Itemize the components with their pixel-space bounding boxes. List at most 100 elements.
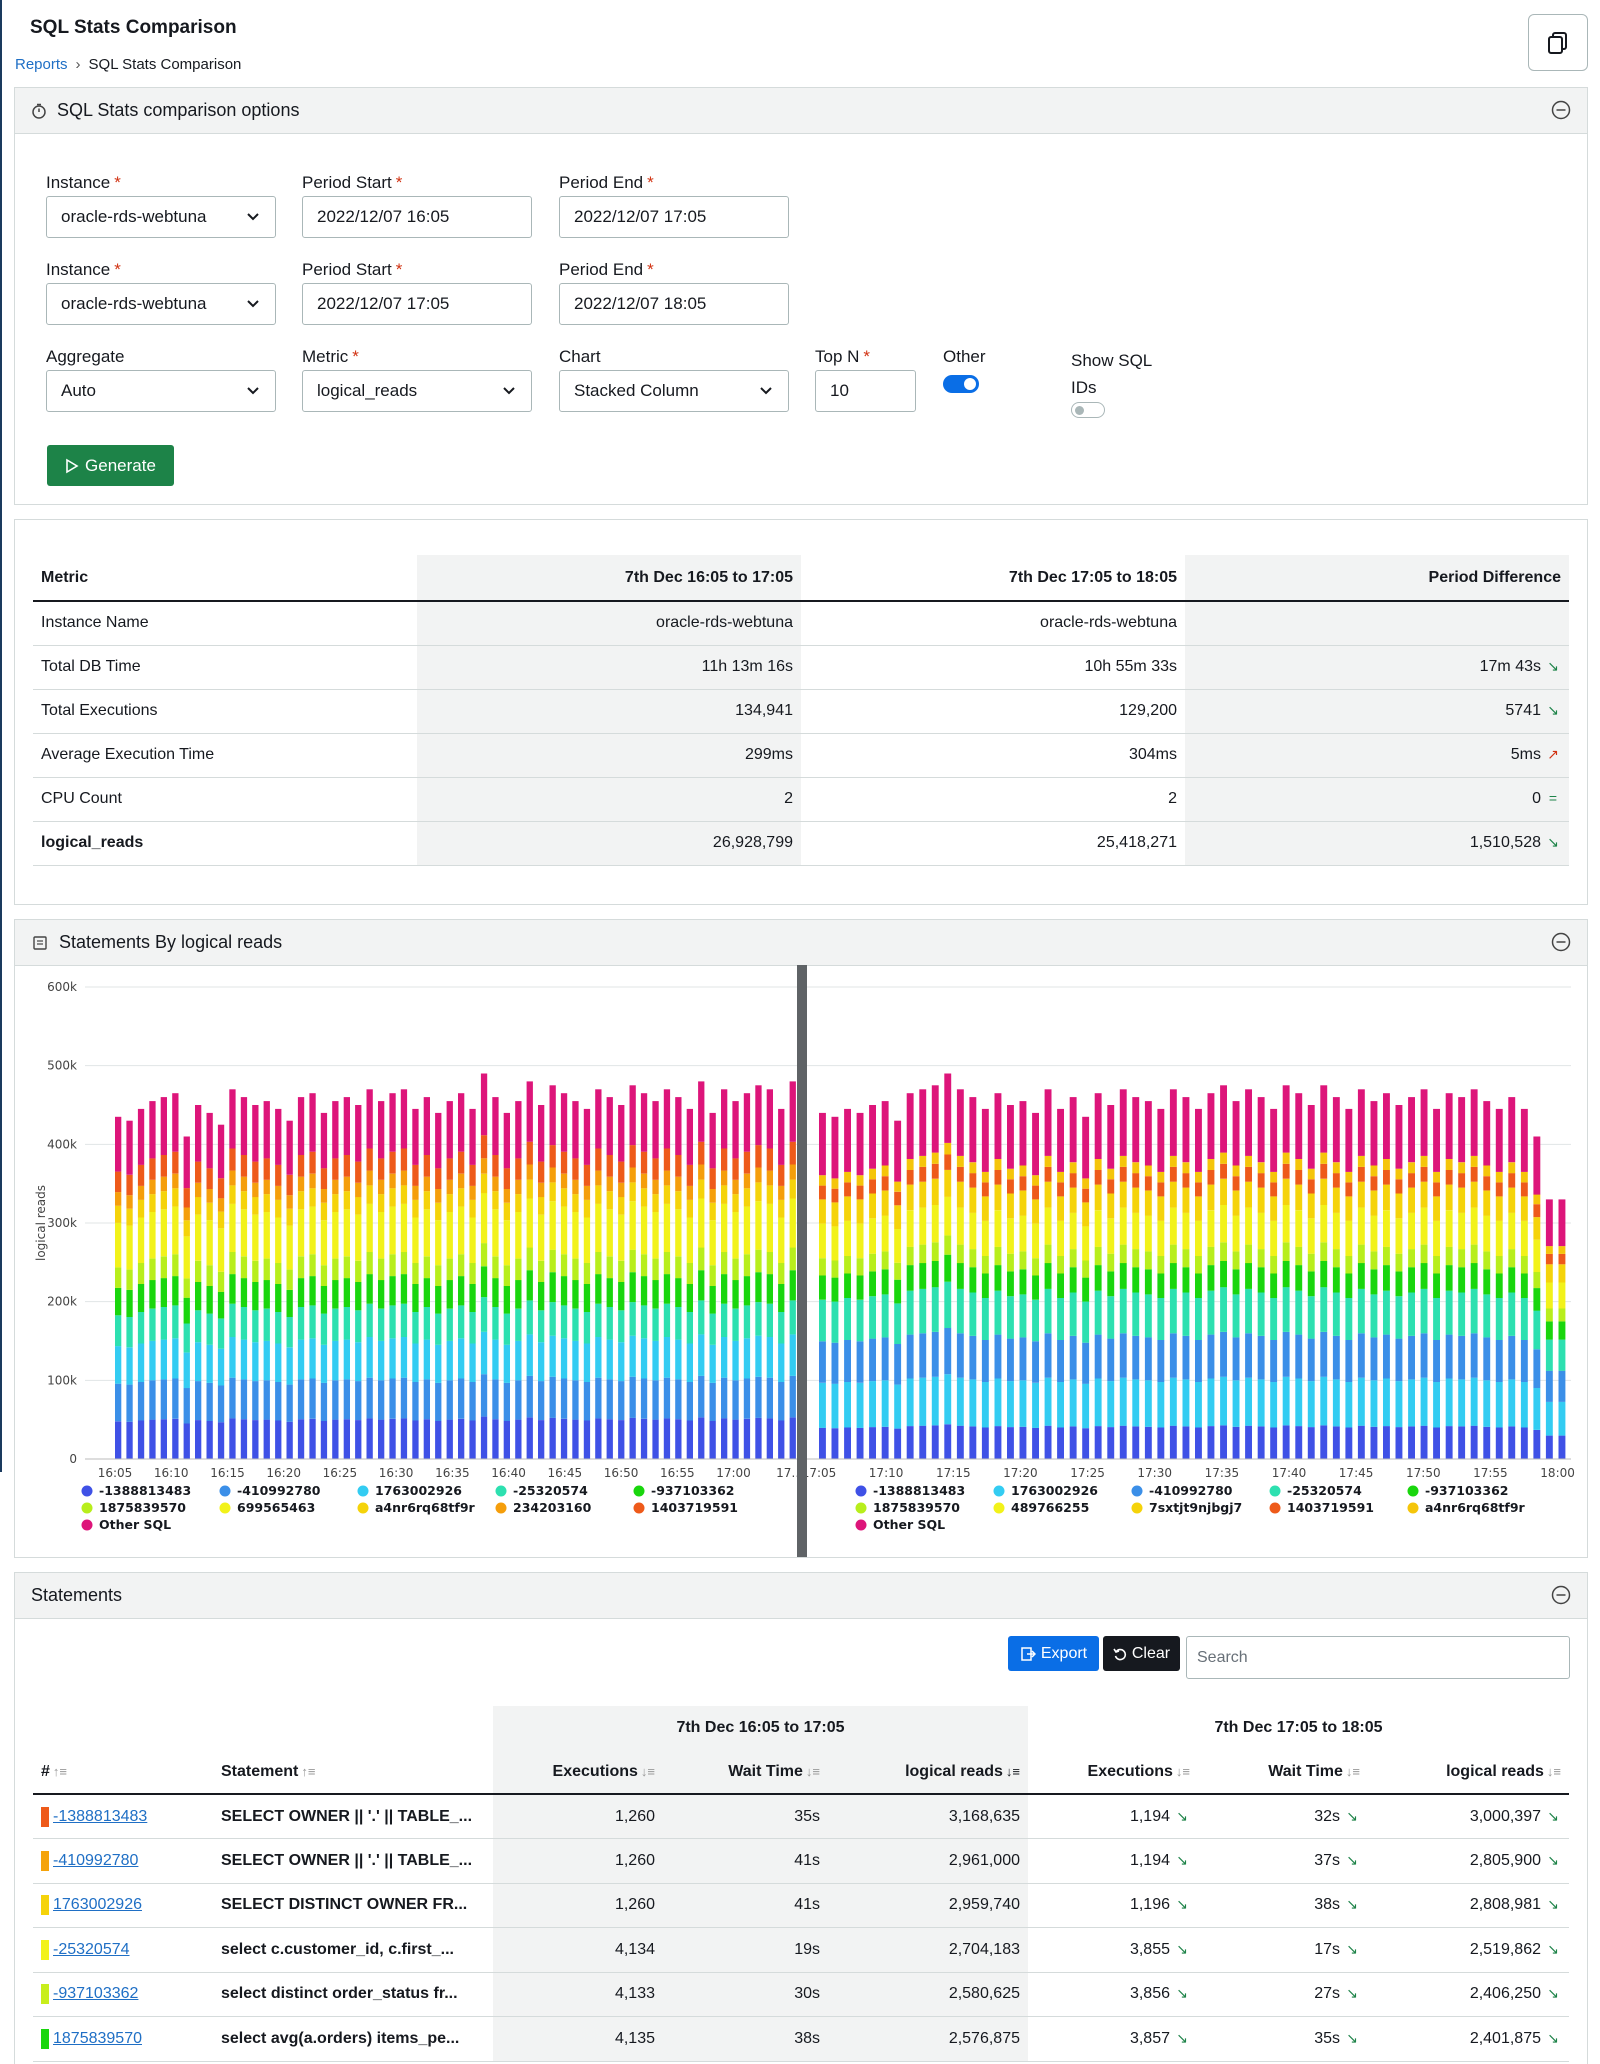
bar-segment	[1094, 1426, 1102, 1459]
bar-segment	[931, 1287, 939, 1332]
bar-segment	[378, 1340, 385, 1381]
col-waittime-1-header[interactable]: Wait Time ↓≡	[663, 1750, 828, 1794]
sort-icon: ↓≡	[1345, 1763, 1360, 1779]
bar-segment	[1019, 1101, 1027, 1166]
bar-segment	[994, 1290, 1002, 1335]
bar-segment	[1420, 1425, 1428, 1459]
bar-segment	[1082, 1260, 1090, 1278]
bar-segment	[755, 1249, 762, 1273]
metric-select[interactable]: logical_reads	[302, 370, 532, 412]
bar-segment	[1533, 1217, 1541, 1240]
bar-segment	[1357, 1181, 1365, 1208]
col-statement-header[interactable]: Statement ↑≡	[221, 1762, 316, 1780]
top-n-input[interactable]: 10	[815, 370, 916, 412]
bar-segment	[1558, 1282, 1566, 1309]
bar-segment	[435, 1382, 442, 1421]
period-end-2-input[interactable]: 2022/12/07 18:05	[559, 283, 789, 325]
bar-segment	[526, 1247, 533, 1271]
bar-segment	[1307, 1271, 1315, 1297]
bar-segment	[275, 1284, 282, 1312]
statement-row[interactable]: -1388813483 SELECT OWNER || '.' || TABLE_…	[33, 1794, 1569, 1839]
chart-panel-header[interactable]: Statements By logical reads	[15, 920, 1587, 966]
bar-segment	[1082, 1188, 1090, 1203]
sql-id-link[interactable]: 1875839570	[53, 2029, 142, 2047]
breadcrumb-reports-link[interactable]: Reports	[15, 56, 68, 73]
bar-segment	[1307, 1381, 1315, 1428]
bar-segment	[1119, 1333, 1127, 1378]
generate-button[interactable]: Generate	[47, 445, 174, 486]
bar-segment	[137, 1420, 145, 1459]
trend-down-icon: ↘	[1547, 1985, 1559, 2002]
col-logicalreads-1-header[interactable]: logical reads ↓≡	[828, 1750, 1028, 1794]
bar-segment	[663, 1170, 671, 1186]
bar-segment	[1044, 1166, 1052, 1182]
trend-down-icon: ↘	[1547, 2029, 1559, 2046]
statements-panel-header[interactable]: Statements	[15, 1573, 1587, 1619]
bar-segment	[819, 1275, 826, 1300]
bar-segment	[1232, 1380, 1240, 1427]
sql-id-link[interactable]: -937103362	[53, 1985, 139, 2003]
instance-2-select[interactable]: oracle-rds-webtuna	[46, 283, 276, 325]
bar-segment	[1057, 1182, 1064, 1197]
bar-segment	[240, 1379, 248, 1420]
clear-button[interactable]: Clear	[1103, 1636, 1180, 1671]
options-panel-header[interactable]: SQL Stats comparison options	[15, 88, 1587, 134]
statement-row[interactable]: -25320574 select c.customer_id, c.first_.…	[33, 1927, 1569, 1973]
legend-swatch	[1269, 1502, 1281, 1514]
collapse-icon[interactable]	[1551, 100, 1571, 125]
bar-segment	[526, 1141, 533, 1165]
period-start-2-input[interactable]: 2022/12/07 17:05	[302, 283, 532, 325]
col-executions-1-header[interactable]: Executions ↓≡	[493, 1750, 663, 1794]
period-start-2-label: Period Start *	[302, 260, 403, 279]
bar-segment	[595, 1185, 602, 1204]
period1-col-header: 7th Dec 16:05 to 17:05	[417, 555, 801, 602]
bar-segment	[856, 1382, 864, 1428]
col-logicalreads-2-header[interactable]: logical reads ↓≡	[1446, 1762, 1561, 1780]
other-toggle[interactable]	[943, 375, 979, 393]
col-executions-2-header[interactable]: Executions ↓≡	[1087, 1762, 1190, 1780]
bar-segment	[229, 1170, 236, 1186]
bar-segment	[1545, 1199, 1553, 1247]
statement-row[interactable]: -410992780 SELECT OWNER || '.' || TABLE_.…	[33, 1838, 1569, 1884]
period-end-1-input[interactable]: 2022/12/07 17:05	[559, 196, 789, 238]
bar-segment	[778, 1284, 785, 1312]
col-id-header[interactable]: # ↑≡	[41, 1762, 67, 1780]
bar-segment	[1007, 1271, 1014, 1297]
bar-segment	[640, 1305, 648, 1339]
export-button[interactable]: Export	[1008, 1636, 1099, 1671]
bar-segment	[1270, 1108, 1278, 1172]
bar-segment	[1207, 1170, 1215, 1185]
statement-row[interactable]: 1875839570 select avg(a.orders) items_pe.…	[33, 2016, 1569, 2062]
bar-segment	[1270, 1298, 1278, 1340]
statement-row[interactable]: 1763002926 SELECT DISTINCT OWNER FR... 1,2…	[33, 1883, 1569, 1928]
bar-segment	[994, 1265, 1002, 1291]
chart-type-select[interactable]: Stacked Column	[559, 370, 789, 412]
bar-segment	[766, 1418, 773, 1459]
bar-segment	[743, 1276, 751, 1306]
bar-segment	[320, 1168, 328, 1189]
show-sql-ids-toggle[interactable]	[1071, 402, 1105, 418]
bar-segment	[1007, 1179, 1014, 1194]
sql-id-link[interactable]: -1388813483	[53, 1807, 148, 1825]
x-tick-label: 16:25	[323, 1466, 358, 1480]
period-start-1-input[interactable]: 2022/12/07 16:05	[302, 196, 532, 238]
aggregate-select[interactable]: Auto	[46, 370, 276, 412]
bar-segment	[1445, 1210, 1453, 1247]
bar-segment	[1357, 1244, 1365, 1264]
statement-row[interactable]: -937103362 select distinct order_status f…	[33, 1972, 1569, 2017]
col-waittime-2-header[interactable]: Wait Time ↓≡	[1268, 1762, 1360, 1780]
sql-id-link[interactable]: 1763002926	[53, 1896, 142, 1914]
bar-segment	[1495, 1221, 1503, 1256]
bar-segment	[789, 1198, 796, 1248]
search-input[interactable]	[1186, 1636, 1570, 1679]
collapse-icon[interactable]	[1551, 1585, 1571, 1610]
instance-1-select[interactable]: oracle-rds-webtuna	[46, 196, 276, 238]
bar-segment	[183, 1278, 190, 1298]
sql-id-link[interactable]: -25320574	[53, 1940, 130, 1958]
bar-segment	[1057, 1171, 1064, 1183]
collapse-icon[interactable]	[1551, 932, 1571, 957]
legend-label: 699565463	[237, 1500, 315, 1515]
bar-segment	[1232, 1101, 1240, 1166]
copy-button[interactable]	[1528, 14, 1588, 71]
sql-id-link[interactable]: -410992780	[53, 1851, 139, 1869]
